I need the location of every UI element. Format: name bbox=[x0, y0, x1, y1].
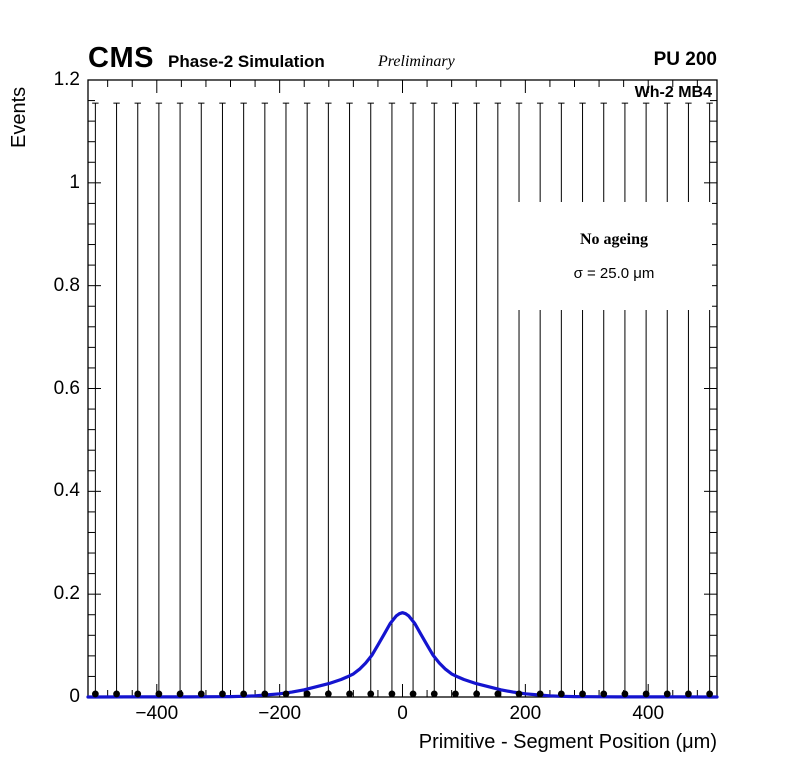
sigma-value-label: σ = 25.0 μm bbox=[573, 264, 655, 282]
x-tick-label: 400 bbox=[632, 703, 665, 724]
y-axis-title: Events bbox=[8, 86, 30, 148]
plot-frame-and-ticks bbox=[87, 79, 718, 698]
x-tick-label: −200 bbox=[258, 703, 302, 724]
info-box: No ageing σ = 25.0 μm bbox=[516, 202, 712, 310]
preliminary-label: Preliminary bbox=[378, 53, 455, 70]
cms-logo: CMS bbox=[88, 42, 154, 74]
y-tick-label: 1.2 bbox=[53, 69, 80, 90]
x-tick-label: 200 bbox=[509, 703, 542, 724]
y-tick-label: 0.2 bbox=[53, 583, 80, 605]
error-bars bbox=[92, 102, 713, 697]
pileup-label: PU 200 bbox=[653, 49, 717, 70]
ageing-scenario-label: No ageing bbox=[580, 230, 648, 248]
y-tick-label: 0.6 bbox=[53, 377, 80, 399]
data-markers bbox=[91, 690, 714, 698]
y-tick-label: 0.8 bbox=[53, 274, 80, 296]
x-tick-label: −400 bbox=[135, 703, 179, 724]
y-tick-label: 1 bbox=[69, 171, 80, 193]
phase-label: Phase-2 Simulation bbox=[168, 52, 325, 71]
y-tick-label: 0 bbox=[69, 686, 80, 707]
x-tick-label: 0 bbox=[397, 703, 408, 724]
y-tick-label: 0.4 bbox=[53, 480, 80, 502]
x-axis-title: Primitive - Segment Position (μm) bbox=[418, 731, 717, 753]
wheel-station-label: Wh-2 MB4 bbox=[634, 84, 712, 101]
